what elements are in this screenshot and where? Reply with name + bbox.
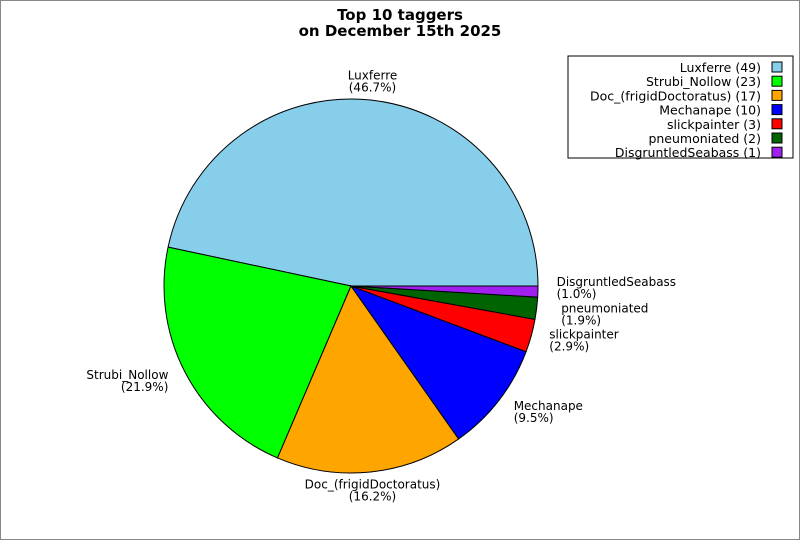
slice-label-mechanape: Mechanape (514, 399, 583, 413)
chart-title-line-2: on December 15th 2025 (299, 22, 502, 40)
pie-labels: Luxferre(46.7%) Strubi_Nollow(21.9%) Doc_(… (86, 68, 676, 503)
pie-slice-strubi-nollow (163, 246, 352, 459)
legend-swatch-mechanape (771, 104, 783, 116)
legend-label-strubi-nollow: Strubi_Nollow (23) (646, 74, 761, 89)
legend-swatch-pneumoniated (771, 132, 783, 144)
legend-swatch-luxferre (771, 61, 783, 73)
slice-label-doc-frigiddoctoratus: Doc_(frigidDoctoratus) (305, 478, 441, 492)
legend-box (567, 55, 794, 159)
legend-label-slickpainter: slickpainter (3) (667, 117, 761, 132)
slice-percent-slickpainter: (2.9%) (549, 340, 589, 354)
slice-label-strubi-nollow: Strubi_Nollow (86, 368, 168, 382)
legend-swatch-strubi-nollow (771, 75, 783, 87)
slice-label-pneumoniated: pneumoniated (561, 302, 648, 316)
slice-percent-strubi-nollow: (21.9%) (121, 380, 168, 394)
slice-percent-pneumoniated: (1.9%) (561, 314, 601, 328)
legend-swatch-slickpainter (771, 118, 783, 130)
chart-title: Top 10 taggers on December 15th 2025 (299, 6, 502, 40)
pie-slice-disgruntledseabass (350, 285, 539, 298)
slice-label-disgruntledseabass: DisgruntledSeabass (557, 275, 676, 289)
slice-percent-mechanape: (9.5%) (514, 411, 554, 425)
chart-title-line-1: Top 10 taggers (337, 6, 463, 24)
slice-label-slickpainter: slickpainter (549, 328, 618, 342)
legend-swatch-disgruntledseabass (771, 146, 783, 158)
legend-swatch-doc-frigiddoctoratus (771, 89, 783, 101)
legend: Luxferre (49)Strubi_Nollow (23)Doc_(frig… (567, 55, 794, 160)
legend-label-pneumoniated: pneumoniated (2) (648, 131, 761, 146)
slice-percent-doc-frigiddoctoratus: (16.2%) (349, 490, 396, 504)
pie-slice-doc-frigiddoctoratus (276, 284, 460, 474)
legend-label-doc-frigiddoctoratus: Doc_(frigidDoctoratus) (17) (590, 88, 761, 103)
pie-slice-luxferre (167, 98, 539, 287)
pie-slices (163, 98, 539, 474)
legend-label-disgruntledseabass: DisgruntledSeabass (1) (615, 145, 761, 160)
slice-percent-luxferre: (46.7%) (349, 80, 396, 94)
legend-label-luxferre: Luxferre (49) (680, 60, 761, 75)
legend-label-mechanape: Mechanape (10) (659, 103, 761, 118)
slice-percent-disgruntledseabass: (1.0%) (557, 287, 597, 301)
pie-slice-mechanape (349, 284, 527, 440)
slice-label-luxferre: Luxferre (348, 68, 398, 82)
